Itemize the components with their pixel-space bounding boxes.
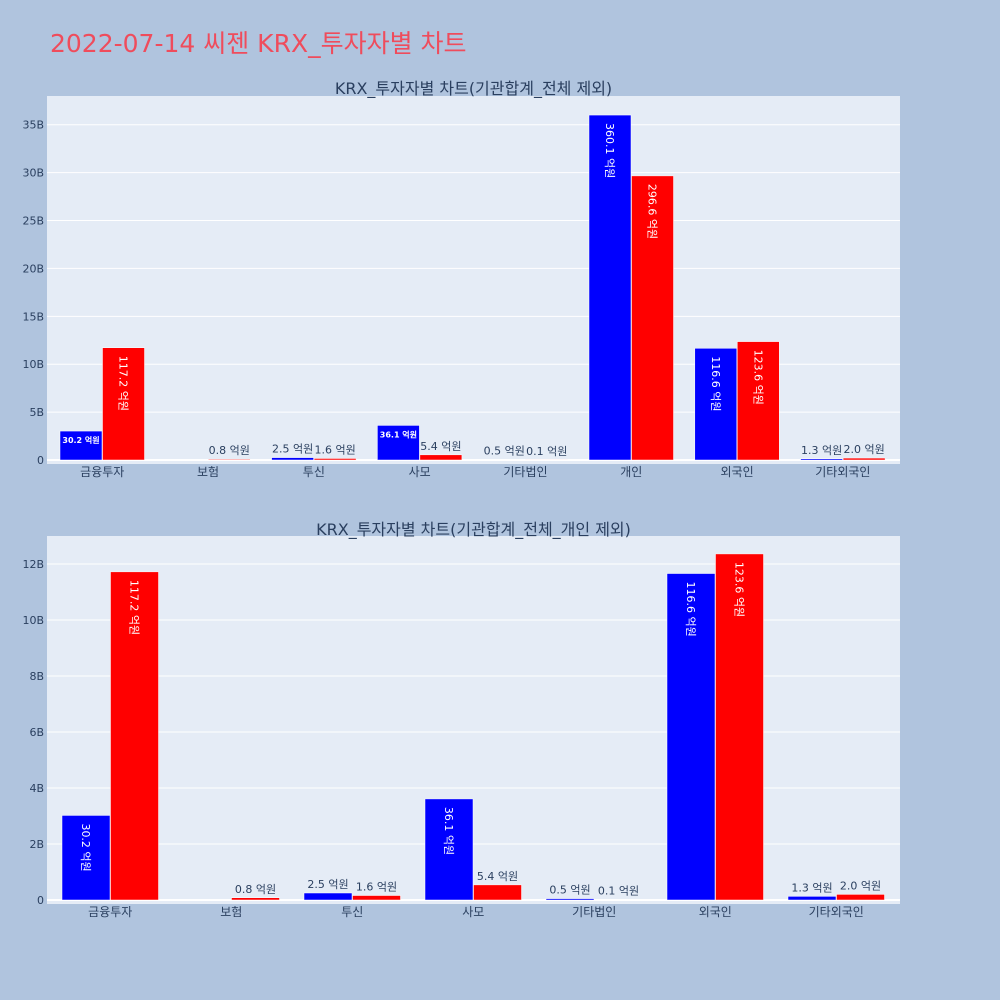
chart-title-1: KRX_투자자별 차트(기관합계_전체 제외) xyxy=(335,79,612,99)
data-label: 1.6 억원 xyxy=(356,881,397,894)
x-tick-label: 투신 xyxy=(341,905,363,919)
data-label: 30.2 억원 xyxy=(62,435,99,445)
bar xyxy=(110,571,159,901)
data-label: 0.8 억원 xyxy=(235,883,276,896)
data-label: 1.3 억원 xyxy=(791,881,832,894)
data-label: 0.5 억원 xyxy=(484,445,525,458)
data-label: 1.3 억원 xyxy=(801,444,842,457)
bar xyxy=(352,895,401,901)
bar xyxy=(419,454,463,461)
x-tick-label: 개인 xyxy=(620,465,642,479)
data-label: 30.2 억원 xyxy=(79,823,92,871)
x-tick-label: 보험 xyxy=(220,905,242,919)
data-label: 123.6 억원 xyxy=(751,350,764,405)
data-label: 5.4 억원 xyxy=(477,870,518,883)
y-tick-label: 10B xyxy=(22,358,44,371)
data-label: 2.0 억원 xyxy=(840,879,881,892)
bar xyxy=(59,430,103,461)
bar xyxy=(836,894,885,901)
data-label: 0.1 억원 xyxy=(526,445,567,458)
data-label: 1.6 억원 xyxy=(314,443,355,456)
data-label: 296.6 억원 xyxy=(646,184,659,239)
y-tick-label: 5B xyxy=(29,406,44,419)
bar xyxy=(424,798,474,901)
y-tick-label: 12B xyxy=(22,558,44,571)
data-label: 2.5 억원 xyxy=(307,878,348,891)
bar xyxy=(231,897,280,901)
bar xyxy=(102,347,145,461)
bar xyxy=(303,892,353,901)
y-tick-label: 20B xyxy=(22,262,44,275)
y-tick-label: 35B xyxy=(22,119,44,132)
data-label: 36.1 억원 xyxy=(380,429,417,439)
data-label: 117.2 억원 xyxy=(128,580,141,635)
x-tick-label: 사모 xyxy=(462,905,484,919)
plot-area-2 xyxy=(47,536,900,904)
x-tick-label: 보험 xyxy=(197,465,219,479)
bar xyxy=(737,341,780,461)
x-tick-label: 투신 xyxy=(303,465,325,479)
x-tick-label: 외국인 xyxy=(699,905,732,919)
bar xyxy=(61,815,111,901)
bar xyxy=(377,425,420,461)
bar xyxy=(313,458,357,461)
x-tick-label: 금융투자 xyxy=(88,905,132,919)
data-label: 117.2 억원 xyxy=(117,356,130,411)
bar xyxy=(208,458,251,461)
bar xyxy=(631,175,674,461)
x-tick-label: 기타외국인 xyxy=(815,465,870,479)
data-label: 116.6 억원 xyxy=(684,582,697,637)
bar xyxy=(842,457,886,461)
data-label: 5.4 억원 xyxy=(420,440,461,453)
x-tick-label: 사모 xyxy=(409,465,431,479)
data-label: 2.5 억원 xyxy=(272,443,313,456)
y-tick-label: 10B xyxy=(22,614,44,627)
x-tick-label: 금융투자 xyxy=(80,465,124,479)
data-label: 360.1 억원 xyxy=(603,123,616,178)
y-tick-label: 0 xyxy=(37,454,44,467)
bar xyxy=(715,553,764,901)
data-label: 123.6 억원 xyxy=(733,562,746,617)
chart-title-2: KRX_투자자별 차트(기관합계_전체_개인 제외) xyxy=(316,520,631,540)
y-tick-label: 15B xyxy=(22,310,44,323)
bar xyxy=(694,348,738,461)
page-title: 2022-07-14 씨젠 KRX_투자자별 차트 xyxy=(50,29,467,58)
data-label: 116.6 억원 xyxy=(709,356,722,411)
bar xyxy=(588,114,632,461)
data-label: 0.1 억원 xyxy=(598,885,639,898)
data-label: 2.0 억원 xyxy=(843,443,884,456)
x-tick-label: 기타법인 xyxy=(572,905,616,919)
bar xyxy=(271,457,314,461)
data-label: 36.1 억원 xyxy=(442,807,455,855)
y-tick-label: 6B xyxy=(29,726,44,739)
y-tick-label: 25B xyxy=(22,215,44,228)
y-tick-label: 30B xyxy=(22,167,44,180)
bar xyxy=(545,898,595,901)
y-tick-label: 8B xyxy=(29,670,44,683)
x-tick-label: 외국인 xyxy=(720,465,753,479)
y-tick-label: 2B xyxy=(29,838,44,851)
y-tick-label: 4B xyxy=(29,782,44,795)
data-label: 0.5 억원 xyxy=(549,884,590,897)
x-tick-label: 기타법인 xyxy=(503,465,547,479)
bar xyxy=(666,573,716,901)
bar xyxy=(473,884,522,901)
bar xyxy=(787,896,837,901)
data-label: 0.8 억원 xyxy=(209,444,250,457)
y-tick-label: 0 xyxy=(37,894,44,907)
bar xyxy=(800,458,843,461)
x-tick-label: 기타외국인 xyxy=(809,905,864,919)
